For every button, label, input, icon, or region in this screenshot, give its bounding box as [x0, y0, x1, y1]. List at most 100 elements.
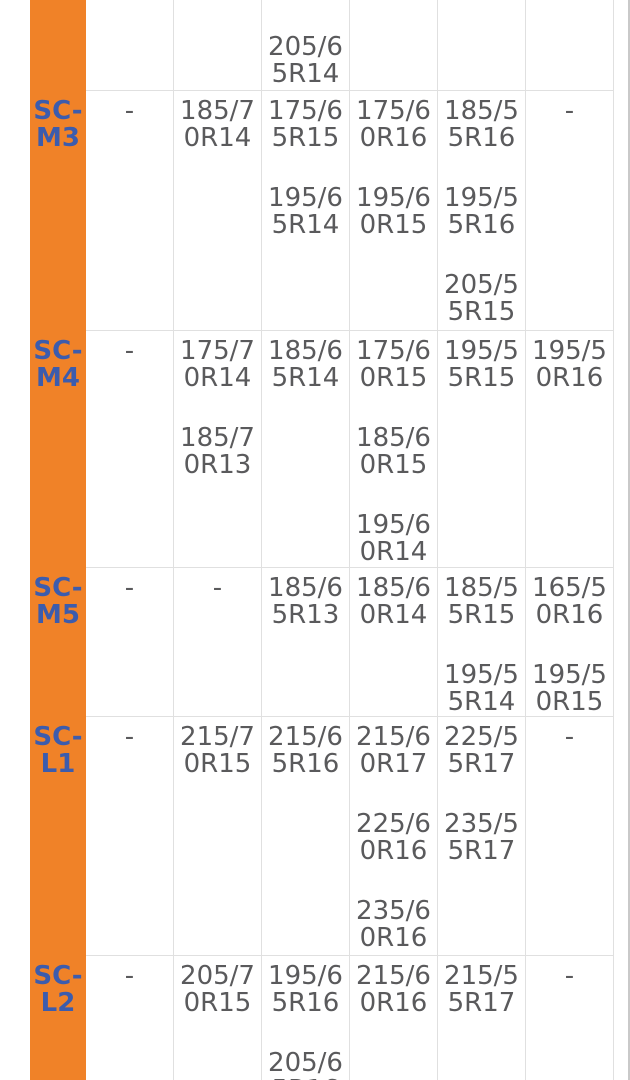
tire-size: 175/60R16	[356, 96, 431, 153]
tire-size: 185/70R14	[180, 96, 255, 153]
tire-size-cell: 205/70R15	[174, 955, 262, 1080]
model-label: SC-M4	[33, 336, 83, 393]
tire-size-cell: 185/55R16 195/55R16 205/55R15	[438, 90, 526, 330]
model-label-cell: SC-L1	[30, 716, 86, 955]
tire-size-cell: 185/70R14	[174, 90, 262, 330]
tire-size: 205/65R16	[268, 1048, 343, 1080]
table-row-sc-m3: SC-M3 - 185/70R14 175/65R15 195/65R14 17…	[30, 90, 614, 330]
tire-size-cell: 215/70R15	[174, 716, 262, 955]
tire-size-cell: 175/60R15 185/60R15 195/60R14	[350, 330, 438, 567]
tire-size-cell: 215/65R16	[262, 716, 350, 955]
table-row-sc-m5: SC-M5 - - 185/65R13 185/60R14 185/55R15 …	[30, 567, 614, 716]
tire-size-cell: 185/55R15 195/55R14	[438, 567, 526, 716]
tire-size: 185/55R16	[444, 96, 519, 153]
tire-size-cell	[526, 0, 614, 90]
tire-size-cell: 175/70R14 185/70R13	[174, 330, 262, 567]
tire-size-cell: -	[86, 567, 174, 716]
table-row-partial: 205/65R14	[30, 0, 614, 90]
tire-size-cell: -	[174, 567, 262, 716]
table-row-sc-l1: SC-L1 - 215/70R15 215/65R16 215/60R17 22…	[30, 716, 614, 955]
tire-size: 195/60R15	[356, 183, 431, 240]
tire-size-cell: -	[86, 955, 174, 1080]
tire-size: 195/55R16	[444, 183, 519, 240]
model-label-cell	[30, 0, 86, 90]
tire-size: 175/60R15	[356, 336, 431, 393]
no-size-dash: -	[124, 722, 135, 752]
tire-size: 225/55R17	[444, 722, 519, 779]
tire-size: 165/50R16	[532, 573, 607, 630]
tire-size-cell: -	[86, 716, 174, 955]
tire-size: 205/65R14	[268, 32, 343, 89]
tire-size: 215/60R17	[356, 722, 431, 779]
tire-size: 235/60R16	[356, 896, 431, 953]
model-label-cell: SC-M4	[30, 330, 86, 567]
tire-size: 185/65R13	[268, 573, 343, 630]
tire-size-cell: 215/60R16	[350, 955, 438, 1080]
tire-size: 195/55R14	[444, 660, 519, 716]
tire-size-cell: 185/60R14	[350, 567, 438, 716]
tire-size-cell: 215/55R17	[438, 955, 526, 1080]
no-size-dash: -	[564, 722, 575, 752]
tire-compatibility-table: 205/65R14 SC-M3 - 185/70R14 175/65R15 19…	[30, 0, 614, 1080]
tire-size-cell: 225/55R17 235/55R17	[438, 716, 526, 955]
no-size-dash: -	[564, 961, 575, 991]
tire-size-cell	[174, 0, 262, 90]
tire-size: 205/70R15	[180, 961, 255, 1018]
tire-size: 185/55R15	[444, 573, 519, 630]
tire-size-cell: -	[86, 330, 174, 567]
no-size-dash: -	[124, 336, 135, 366]
tire-size-cell: 175/65R15 195/65R14	[262, 90, 350, 330]
tire-size: 225/60R16	[356, 809, 431, 866]
model-label-cell: SC-M5	[30, 567, 86, 716]
tire-size: 195/50R15	[532, 660, 607, 716]
tire-size: 185/70R13	[180, 423, 255, 480]
no-size-dash: -	[124, 961, 135, 991]
no-size-dash: -	[212, 573, 223, 603]
model-label: SC-M3	[33, 96, 83, 153]
tire-size-cell: 165/50R16 195/50R15	[526, 567, 614, 716]
tire-size-cell: -	[526, 90, 614, 330]
tire-size: 195/55R15	[444, 336, 519, 393]
tire-size-cell	[350, 0, 438, 90]
model-label-cell: SC-M3	[30, 90, 86, 330]
tire-size: 195/60R14	[356, 510, 431, 567]
tire-size: 215/65R16	[268, 722, 343, 779]
tire-size-cell: -	[86, 90, 174, 330]
tire-size: 205/55R15	[444, 270, 519, 327]
tire-size: 175/70R14	[180, 336, 255, 393]
tire-size: 215/60R16	[356, 961, 431, 1018]
no-size-dash: -	[564, 96, 575, 126]
tire-size-cell: 185/65R14	[262, 330, 350, 567]
tire-size-cell: 175/60R16 195/60R15	[350, 90, 438, 330]
tire-size: 185/60R15	[356, 423, 431, 480]
tire-size-cell: -	[526, 955, 614, 1080]
tire-size: 195/65R16	[268, 961, 343, 1018]
tire-size: 185/60R14	[356, 573, 431, 630]
tire-size: 235/55R17	[444, 809, 519, 866]
screen-right-edge	[628, 0, 630, 1080]
tire-size-cell: 195/55R15	[438, 330, 526, 567]
tire-size-cell: 195/65R16 205/65R16	[262, 955, 350, 1080]
tire-size-cell	[438, 0, 526, 90]
tire-size: 195/50R16	[532, 336, 607, 393]
tire-size: 215/70R15	[180, 722, 255, 779]
table-row-sc-m4: SC-M4 - 175/70R14 185/70R13 185/65R14 17…	[30, 330, 614, 567]
table-row-sc-l2: SC-L2 - 205/70R15 195/65R16 205/65R16 21…	[30, 955, 614, 1080]
tire-size: 215/55R17	[444, 961, 519, 1018]
model-label: SC-L2	[33, 961, 83, 1018]
model-label: SC-M5	[33, 573, 83, 630]
no-size-dash: -	[124, 573, 135, 603]
tire-size-cell: 205/65R14	[262, 0, 350, 90]
model-label: SC-L1	[33, 722, 83, 779]
model-label-cell: SC-L2	[30, 955, 86, 1080]
tire-size: 185/65R14	[268, 336, 343, 393]
tire-size-cell: -	[526, 716, 614, 955]
no-size-dash: -	[124, 96, 135, 126]
tire-size: 175/65R15	[268, 96, 343, 153]
tire-size: 195/65R14	[268, 183, 343, 240]
tire-size-cell	[86, 0, 174, 90]
tire-size-cell: 195/50R16	[526, 330, 614, 567]
tire-size-cell: 185/65R13	[262, 567, 350, 716]
tire-size-cell: 215/60R17 225/60R16 235/60R16	[350, 716, 438, 955]
